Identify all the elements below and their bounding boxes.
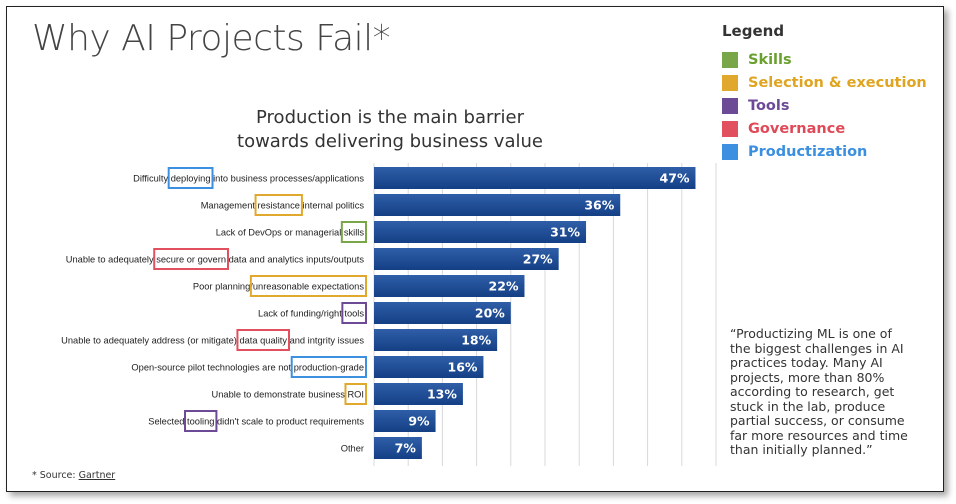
category-label: Difficulty deploying into business proce…	[133, 174, 364, 184]
bar-value-label: 27%	[523, 252, 553, 267]
category-keyword: ROI	[347, 390, 364, 400]
bar-value-label: 16%	[448, 360, 478, 375]
legend-item: Governance	[722, 117, 927, 140]
legend-item: Selection & execution	[722, 71, 927, 94]
category-label: Poor planning/unreasonable expectations	[193, 282, 364, 292]
legend-label: Tools	[748, 97, 790, 114]
keyword-highlight-box	[344, 383, 367, 405]
category-label: Unable to adequately secure or govern da…	[66, 255, 365, 265]
category-keyword: skills	[344, 228, 364, 238]
legend-label: Skills	[748, 51, 792, 68]
chart-title-line-2: towards delivering business value	[237, 131, 543, 152]
source-link[interactable]: Gartner	[78, 470, 116, 481]
category-text: Lack of DevOps or managerial	[216, 228, 344, 238]
category-text: Difficulty	[133, 174, 171, 184]
bar-value-label: 22%	[489, 279, 519, 294]
source-prefix: * Source:	[32, 470, 79, 481]
keyword-highlight-box	[254, 194, 303, 216]
category-label: Selected tooling didn't scale to product…	[148, 417, 364, 427]
keyword-highlight-box	[290, 356, 367, 378]
bar-value-label: 31%	[550, 225, 580, 240]
bar-value-label: 20%	[475, 306, 505, 321]
category-text: data and analytics inputs/outputs	[226, 255, 364, 265]
keyword-highlight-box	[341, 302, 367, 324]
bar	[374, 410, 436, 432]
category-text: Unable to adequately address (or mitigat…	[61, 336, 239, 346]
bar	[374, 383, 463, 405]
keyword-highlight-box	[167, 167, 214, 189]
legend-item: Tools	[722, 94, 927, 117]
bar-value-label: 13%	[427, 387, 457, 402]
category-keyword: deploying	[171, 174, 211, 184]
category-label: Lack of funding/right tools	[258, 309, 364, 319]
legend-swatch	[722, 143, 738, 160]
bar	[374, 275, 525, 297]
category-label: Management resistance internal politics	[201, 201, 365, 211]
category-keyword: tools	[344, 309, 364, 319]
keyword-highlight-box	[153, 248, 229, 270]
category-text: Other	[341, 444, 364, 454]
legend-title: Legend	[722, 22, 785, 40]
keyword-highlight-box	[184, 410, 218, 432]
quote-text: “Productizing ML is one of the biggest c…	[730, 326, 908, 457]
keyword-highlight-box	[236, 329, 290, 351]
category-label: Unable to demonstrate business ROI	[212, 390, 364, 400]
legend-item: Productization	[722, 140, 927, 163]
bar	[374, 356, 484, 378]
bar	[374, 221, 587, 243]
category-keyword: production-grade	[294, 363, 364, 373]
chart-title: Production is the main barrier towards d…	[200, 106, 580, 154]
category-text: Management	[201, 201, 258, 211]
category-keyword: tooling	[187, 417, 214, 427]
bar-value-label: 18%	[461, 333, 491, 348]
legend: Legend Skills Selection & execution Tools G…	[722, 22, 927, 163]
bar	[374, 437, 422, 459]
bar	[374, 329, 498, 351]
bar-value-label: 47%	[660, 171, 690, 186]
category-label: Lack of DevOps or managerial skills	[216, 228, 365, 238]
bar-value-label: 7%	[395, 441, 417, 456]
source-note: * Source: Gartner	[32, 470, 115, 481]
bar	[374, 167, 696, 189]
category-text: didn't scale to product requirements	[214, 417, 364, 427]
legend-item: Skills	[722, 48, 927, 71]
legend-swatch	[722, 51, 738, 68]
legend-swatch	[722, 74, 738, 91]
category-keyword: secure or govern	[156, 255, 226, 265]
category-label: Open-source pilot technologies are not p…	[131, 363, 364, 373]
keyword-highlight-box	[249, 275, 367, 297]
bar	[374, 302, 511, 324]
category-text: Selected	[148, 417, 187, 427]
page-title: Why AI Projects Fail*	[32, 18, 391, 59]
legend-swatch	[722, 97, 738, 114]
bar	[374, 194, 621, 216]
category-keyword: resistance	[258, 201, 300, 211]
category-label: Unable to adequately address (or mitigat…	[61, 336, 364, 346]
bar-value-label: 9%	[408, 414, 430, 429]
category-text: Unable to adequately	[66, 255, 156, 265]
category-text: and intgrity issues	[287, 336, 364, 346]
legend-label: Productization	[748, 143, 868, 160]
category-keyword: unreasonable expectations	[253, 282, 364, 292]
category-keyword: data quality	[239, 336, 287, 346]
category-text: Lack of funding/right	[258, 309, 344, 319]
bar-value-label: 36%	[584, 198, 614, 213]
category-text: Poor planning/	[193, 282, 253, 292]
category-text: into business processes/applications	[211, 174, 365, 184]
legend-swatch	[722, 120, 738, 137]
category-label: Other	[341, 444, 364, 454]
keyword-highlight-box	[340, 221, 367, 243]
legend-label: Selection & execution	[748, 74, 927, 91]
category-text: Unable to demonstrate business	[212, 390, 348, 400]
legend-label: Governance	[748, 120, 846, 137]
bar	[374, 248, 559, 270]
category-text: Open-source pilot technologies are not	[131, 363, 293, 373]
category-text: internal politics	[300, 201, 364, 211]
chart-title-line-1: Production is the main barrier	[256, 107, 524, 128]
